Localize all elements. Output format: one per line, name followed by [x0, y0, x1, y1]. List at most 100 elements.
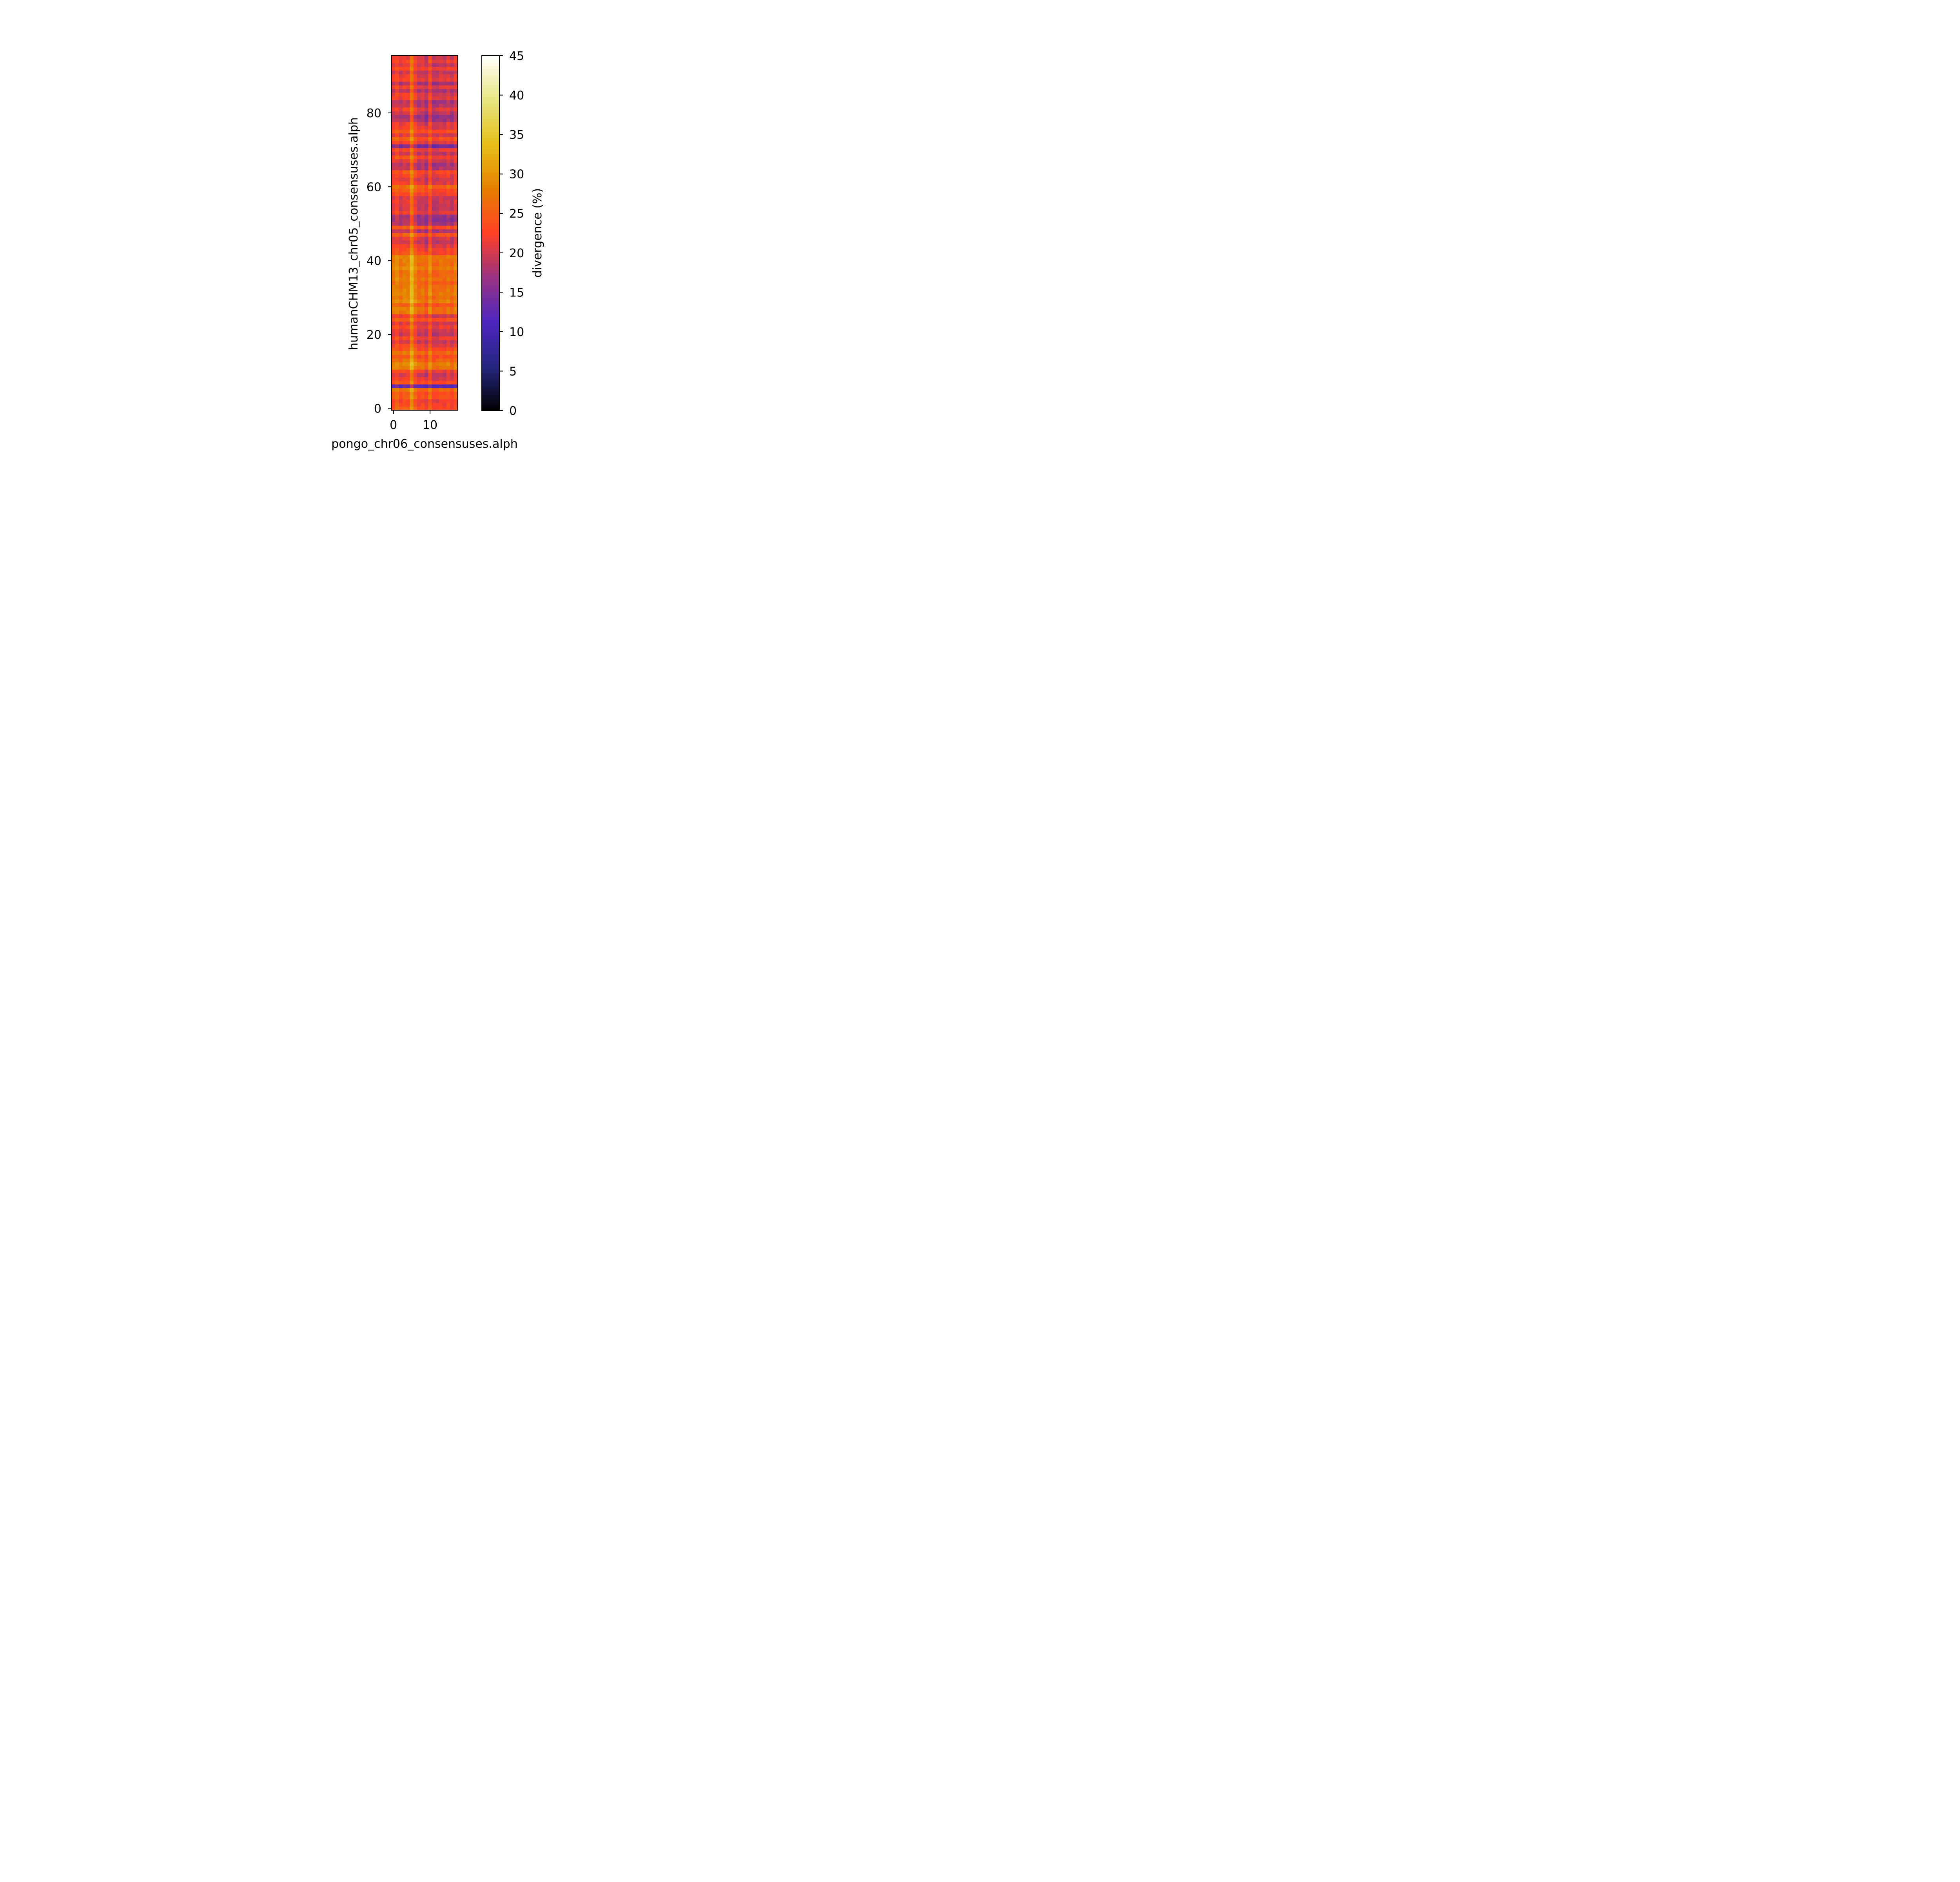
heatmap-cell	[443, 166, 447, 171]
heatmap-cell	[406, 78, 410, 82]
heatmap-cell	[432, 236, 436, 241]
heatmap-cell	[403, 111, 407, 115]
heatmap-cell	[432, 159, 436, 163]
heatmap-cell	[395, 89, 399, 93]
heatmap-cell	[432, 358, 436, 362]
heatmap-cell	[443, 325, 447, 329]
heatmap-cell	[414, 100, 417, 104]
heatmap-cell	[439, 380, 443, 385]
heatmap-cell	[439, 211, 443, 215]
heatmap-cell	[439, 118, 443, 122]
heatmap-cell	[428, 332, 432, 337]
heatmap-cell	[454, 292, 458, 296]
heatmap-cell	[428, 258, 432, 263]
heatmap-cell	[450, 270, 454, 274]
heatmap-cell	[436, 233, 439, 237]
heatmap-cell	[406, 369, 410, 374]
heatmap-cell	[395, 122, 399, 126]
heatmap-cell	[432, 340, 436, 344]
heatmap-cell	[450, 273, 454, 278]
heatmap-cell	[450, 225, 454, 229]
heatmap-cell	[432, 296, 436, 300]
heatmap-cell	[450, 163, 454, 167]
heatmap-cell	[392, 403, 396, 407]
heatmap-cell	[425, 251, 428, 255]
heatmap-cell	[428, 403, 432, 407]
heatmap-cell	[399, 266, 403, 270]
heatmap-cell	[417, 380, 421, 385]
heatmap-cell	[399, 329, 403, 333]
heatmap-cell	[410, 144, 414, 148]
heatmap-cell	[395, 251, 399, 255]
heatmap-cell	[425, 351, 428, 355]
heatmap-cell	[421, 67, 425, 71]
heatmap-cell	[403, 399, 407, 403]
heatmap-cell	[443, 104, 447, 108]
heatmap-cell	[421, 148, 425, 152]
heatmap-cell	[439, 133, 443, 137]
heatmap-cell	[406, 159, 410, 163]
heatmap-cell	[406, 266, 410, 270]
heatmap-cell	[417, 214, 421, 218]
heatmap-cell	[414, 225, 417, 229]
heatmap-cell	[428, 89, 432, 93]
heatmap-cell	[410, 284, 414, 289]
heatmap-cell	[403, 322, 407, 325]
heatmap-cell	[436, 288, 439, 292]
heatmap-cell	[392, 388, 396, 392]
heatmap-cell	[428, 277, 432, 281]
heatmap-cell	[443, 233, 447, 237]
heatmap-cell	[443, 380, 447, 385]
heatmap-cell	[432, 299, 436, 303]
heatmap-cell	[446, 166, 450, 171]
heatmap-cell	[436, 144, 439, 148]
heatmap-cell	[414, 148, 417, 152]
heatmap-cell	[403, 373, 407, 377]
heatmap-cell	[399, 196, 403, 200]
heatmap-cell	[421, 218, 425, 222]
heatmap-cell	[395, 170, 399, 174]
heatmap-cell	[454, 347, 458, 351]
heatmap-cell	[450, 85, 454, 89]
x-tick-label: 0	[390, 418, 397, 432]
heatmap-cell	[417, 67, 421, 71]
heatmap-cell	[428, 56, 432, 60]
heatmap-cell	[421, 373, 425, 377]
heatmap-cell	[443, 125, 447, 130]
heatmap-cell	[395, 277, 399, 281]
heatmap-cell	[428, 384, 432, 388]
heatmap-cell	[454, 170, 458, 174]
heatmap-cell	[417, 207, 421, 211]
heatmap-cell	[403, 244, 407, 248]
heatmap-cell	[454, 144, 458, 148]
heatmap-cell	[403, 307, 407, 311]
heatmap-cell	[403, 81, 407, 85]
heatmap-cell	[414, 332, 417, 337]
heatmap-cell	[425, 240, 428, 244]
heatmap-cell	[443, 122, 447, 126]
heatmap-cell	[399, 159, 403, 163]
heatmap-cell	[395, 140, 399, 145]
heatmap-cell	[450, 67, 454, 71]
heatmap-cell	[421, 133, 425, 137]
heatmap-cell	[406, 107, 410, 111]
heatmap-cell	[436, 207, 439, 211]
heatmap-cell	[392, 244, 396, 248]
heatmap-cell	[410, 362, 414, 366]
heatmap-cell	[410, 369, 414, 374]
heatmap-cell	[403, 354, 407, 359]
heatmap-cell	[428, 107, 432, 111]
heatmap-cell	[414, 281, 417, 285]
heatmap-cell	[410, 122, 414, 126]
heatmap-cell	[392, 81, 396, 85]
heatmap-cell	[450, 59, 454, 64]
heatmap-cell	[392, 129, 396, 134]
heatmap-cell	[406, 281, 410, 285]
heatmap-cell	[403, 133, 407, 137]
heatmap-cell	[410, 395, 414, 400]
heatmap-cell	[395, 329, 399, 333]
heatmap-cell	[436, 189, 439, 193]
heatmap-cell	[450, 111, 454, 115]
heatmap-cell	[436, 284, 439, 289]
heatmap-cell	[436, 163, 439, 167]
